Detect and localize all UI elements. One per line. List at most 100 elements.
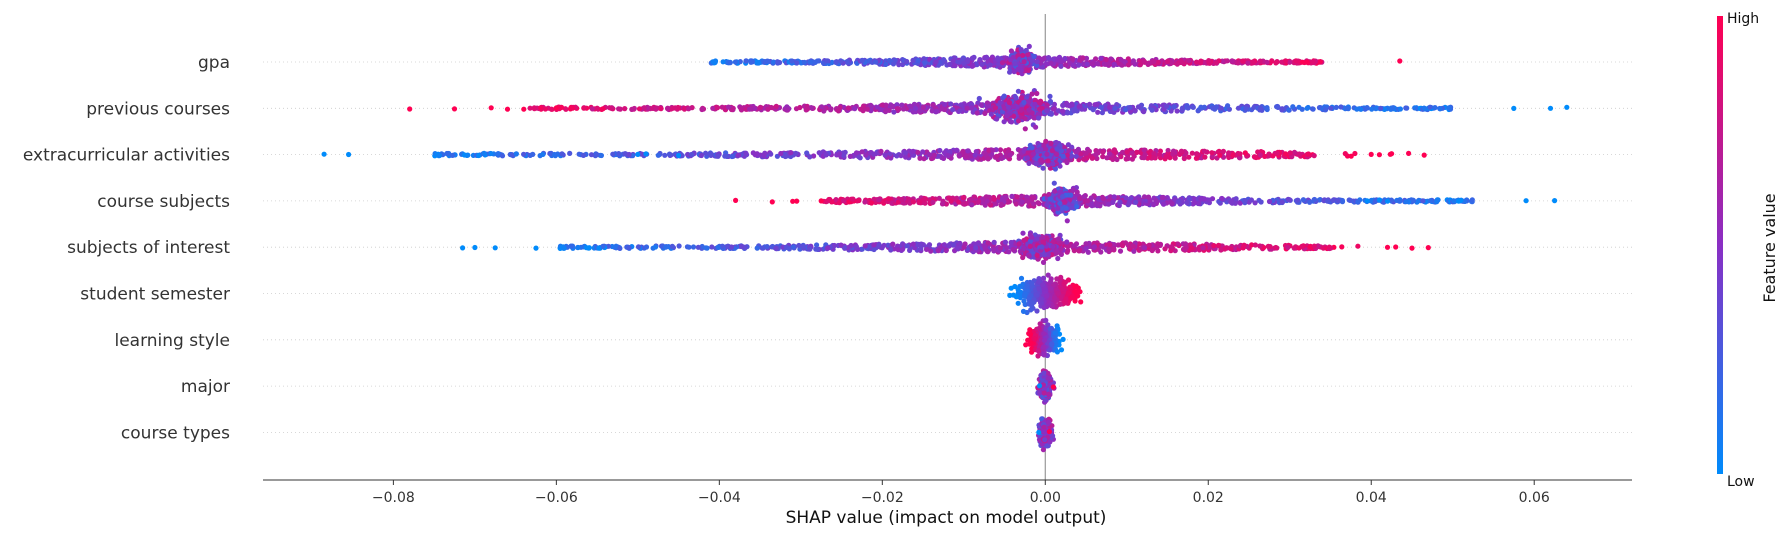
data-point [1174,61,1180,67]
data-point [1253,154,1259,161]
data-point [1397,198,1403,204]
data-point [883,108,889,114]
data-point [1114,156,1120,163]
data-point [1190,104,1196,110]
data-point [1213,60,1219,66]
data-point [1228,199,1234,205]
data-point [1006,199,1013,205]
data-point [920,104,927,110]
data-point [1151,202,1157,208]
data-point [747,106,753,112]
data-point [863,152,869,158]
data-point [1287,59,1293,65]
data-point [1015,66,1021,72]
data-point [665,105,671,111]
data-point [1403,199,1409,205]
data-point [1283,58,1289,64]
data-point [1220,148,1226,154]
data-point [752,105,758,111]
data-point [852,106,858,112]
data-point [930,199,936,205]
data-point [610,151,616,157]
data-point [819,104,825,110]
data-point [807,59,813,65]
data-point [1025,67,1032,73]
data-point [1029,91,1035,97]
data-point [950,58,956,64]
data-point [737,59,743,65]
data-point [1128,195,1134,201]
data-point [444,150,450,157]
data-point [1155,59,1161,66]
data-point [1094,61,1100,67]
data-point [1048,60,1054,66]
data-point [676,152,682,159]
data-point [1305,151,1312,157]
data-point [948,198,954,204]
data-point [868,102,874,108]
data-point [941,57,947,63]
data-point [1427,104,1433,110]
data-point [729,153,735,160]
data-point [1330,197,1336,203]
data-point [1024,197,1030,204]
data-point [1063,205,1069,211]
data-point [1106,104,1113,110]
data-point [1030,201,1037,207]
data-point [1403,105,1409,111]
data-point [1219,195,1225,202]
data-point [991,247,997,253]
data-point [1225,103,1231,109]
data-point [983,54,990,60]
data-point [1069,102,1075,108]
data-point [1125,62,1132,68]
data-point [1257,58,1263,64]
data-point [1065,142,1071,148]
data-point [917,155,923,161]
data-point [899,196,905,203]
data-point [1198,59,1204,65]
data-point [828,106,834,112]
data-point [1100,196,1106,202]
data-point [1038,157,1044,163]
data-point [1217,152,1223,158]
data-point [1068,192,1074,198]
data-point [872,59,879,65]
data-point [699,106,705,113]
data-point [1077,103,1083,109]
data-point [521,151,527,157]
data-point [1032,101,1038,107]
data-point [1040,64,1046,70]
data-point [600,106,606,112]
data-point [974,110,980,116]
data-point [1071,108,1077,114]
data-point [1023,47,1029,53]
data-point [1106,201,1112,207]
data-point [1044,202,1050,208]
data-point [968,196,974,202]
data-point [782,153,789,160]
data-point [1131,153,1137,159]
data-point [1060,194,1066,200]
data-point [1058,58,1064,64]
data-point [1062,55,1068,62]
data-point [616,151,622,157]
data-point [1011,69,1017,75]
data-point [1338,104,1344,110]
data-point [1054,151,1060,157]
data-point [1335,198,1341,204]
data-point [488,150,494,157]
data-point [847,153,853,159]
data-point [594,152,600,158]
data-point [1095,109,1101,115]
data-point [885,196,892,202]
data-point [1273,60,1279,66]
data-point [641,105,647,111]
data-point [407,106,413,112]
data-point [1279,107,1285,113]
data-point [1421,152,1427,158]
data-point [883,61,889,67]
data-point [748,58,754,64]
data-point [1059,108,1066,114]
data-point [1031,194,1037,200]
